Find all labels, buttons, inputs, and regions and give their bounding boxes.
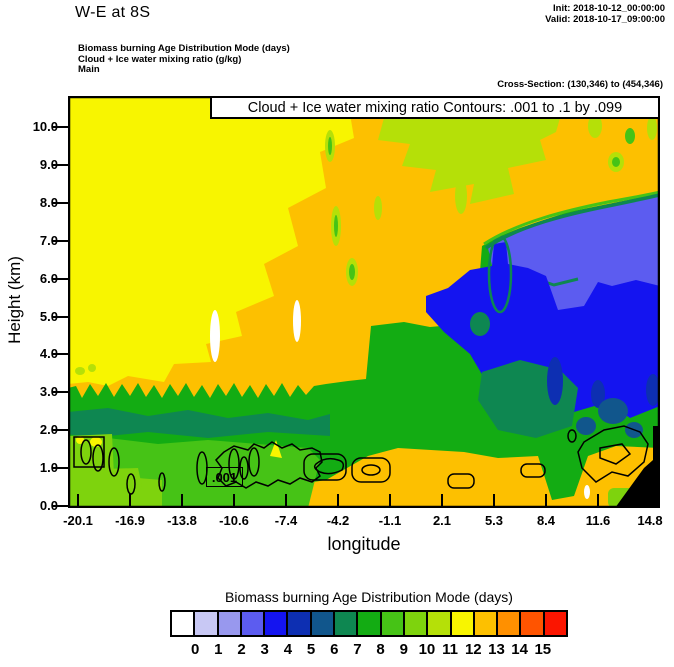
colorbar-cell bbox=[381, 612, 405, 635]
x-axis-title: longitude bbox=[327, 534, 401, 554]
plot-area: Cloud + Ice water mixing ratio Contours:… bbox=[68, 96, 660, 508]
colorbar-tick-label: 13 bbox=[488, 641, 505, 658]
x-tick-label: -13.8 bbox=[167, 513, 197, 528]
navy-blobs bbox=[547, 357, 660, 408]
cross-section-field bbox=[68, 96, 660, 508]
y-tick-mark bbox=[53, 277, 68, 280]
colorbar-title: Biomass burning Age Distribution Mode (d… bbox=[225, 589, 513, 605]
y-tick-mark bbox=[53, 239, 68, 242]
colorbar-cell bbox=[265, 612, 289, 635]
y-tick-mark bbox=[53, 353, 68, 356]
y-tick-label: 6.0 bbox=[39, 270, 58, 286]
x-tick-label: 5.3 bbox=[484, 513, 504, 528]
colorbar-tick-label: 6 bbox=[330, 641, 339, 658]
colorbar-cell bbox=[428, 612, 452, 635]
colorbar-cell bbox=[288, 612, 312, 635]
colorbar-cell bbox=[218, 612, 242, 635]
y-tick-label: 0.0 bbox=[39, 498, 58, 513]
colorbar-tick-label: 4 bbox=[283, 641, 293, 658]
contour-value-label: .001 bbox=[206, 467, 243, 487]
x-tick-label: -20.1 bbox=[63, 513, 93, 528]
plot-title-box: Cloud + Ice water mixing ratio Contours:… bbox=[210, 96, 660, 119]
colorbar-tick-label: 10 bbox=[418, 641, 436, 658]
subtitle-line-domain: Main bbox=[78, 64, 100, 75]
y-tick-mark bbox=[53, 315, 68, 318]
valid-timestamp: Valid: 2018-10-17_09:00:00 bbox=[545, 14, 665, 25]
colorbar-tick-label: 3 bbox=[260, 641, 269, 658]
colorbar-tick-label: 7 bbox=[353, 641, 362, 658]
y-tick-mark bbox=[53, 505, 68, 507]
y-tick-label: 3.0 bbox=[39, 384, 58, 400]
colorbar-tick-label: 2 bbox=[237, 641, 246, 658]
colorbar-tick-label: 14 bbox=[511, 641, 528, 658]
x-tick-label: 14.8 bbox=[637, 513, 663, 528]
colorbar-cell bbox=[544, 612, 567, 635]
transition-stroke-light bbox=[483, 190, 660, 246]
y-tick-mark bbox=[53, 126, 68, 128]
colorbar-cell bbox=[241, 612, 266, 635]
colorbar-cell bbox=[195, 612, 219, 635]
subtitle-line-field: Biomass burning Age Distribution Mode (d… bbox=[78, 43, 290, 54]
colorbar-tick-label: 8 bbox=[376, 641, 385, 658]
teal-blobs bbox=[576, 398, 643, 438]
white-spots bbox=[210, 300, 590, 499]
y-tick-label: 4.0 bbox=[39, 346, 58, 362]
y-tick-mark bbox=[53, 391, 68, 394]
x-axis-tick-marks bbox=[77, 494, 651, 507]
x-tick-label: -1.1 bbox=[378, 513, 402, 528]
colorbar-tick-label: 12 bbox=[464, 641, 482, 658]
colorbar bbox=[170, 610, 568, 637]
colorbar-cell bbox=[311, 612, 336, 635]
cross-section-label: Cross-Section: (130,346) to (454,346) bbox=[497, 79, 663, 90]
colorbar-tick-label: 15 bbox=[534, 641, 552, 658]
colorbar-cell bbox=[358, 612, 382, 635]
colorbar-cell bbox=[335, 612, 359, 635]
chartreuse-patch bbox=[378, 114, 657, 204]
field-yellow-region bbox=[68, 96, 364, 386]
colorbar-cell bbox=[474, 612, 499, 635]
y-tick-mark bbox=[53, 163, 68, 166]
init-timestamp: Init: 2018-10-12_00:00:00 bbox=[553, 3, 665, 14]
lime-streaks bbox=[325, 130, 467, 286]
y-axis-title: Height (km) bbox=[5, 256, 24, 344]
colorbar-cell bbox=[451, 612, 475, 635]
y-tick-label: 10.0 bbox=[32, 119, 58, 134]
colorbar-cell bbox=[404, 612, 429, 635]
subtitle-line-contour: Cloud + Ice water mixing ratio (g/kg) bbox=[78, 53, 242, 65]
y-tick-label: 2.0 bbox=[39, 422, 58, 438]
x-tick-label: 8.4 bbox=[536, 513, 556, 528]
y-tick-label: 8.0 bbox=[39, 194, 58, 210]
transition-stroke-dark bbox=[485, 193, 660, 250]
colorbar-tick-label: 1 bbox=[214, 641, 223, 658]
x-tick-label: -7.4 bbox=[274, 513, 298, 528]
x-tick-label: 2.1 bbox=[432, 513, 452, 528]
colorbar-cell bbox=[498, 612, 522, 635]
colorbar-tick-label: 5 bbox=[306, 641, 316, 658]
y-tick-label: 5.0 bbox=[39, 308, 58, 324]
terrain-mask bbox=[615, 426, 660, 508]
colorbar-cell bbox=[172, 612, 196, 635]
y-tick-label: 7.0 bbox=[39, 232, 58, 248]
x-tick-label: -10.6 bbox=[219, 513, 249, 528]
x-tick-label: -16.9 bbox=[115, 513, 145, 528]
subtitle-block: Biomass burning Age Distribution Mode (d… bbox=[78, 43, 290, 76]
page-title: W-E at 8S bbox=[75, 4, 151, 21]
x-tick-label: 11.6 bbox=[585, 513, 611, 528]
x-tick-label: -4.2 bbox=[326, 513, 350, 528]
colorbar-tick-label: 0 bbox=[191, 641, 200, 658]
y-tick-label: 9.0 bbox=[39, 156, 58, 172]
colorbar-tick-label: 11 bbox=[442, 641, 459, 658]
contour-lines bbox=[73, 425, 649, 495]
y-tick-mark bbox=[53, 201, 68, 204]
y-tick-mark bbox=[53, 429, 68, 432]
colorbar-tick-label: 9 bbox=[399, 641, 408, 658]
y-tick-label: 1.0 bbox=[39, 460, 58, 476]
y-tick-mark bbox=[53, 467, 68, 470]
colorbar-cell bbox=[521, 612, 545, 635]
